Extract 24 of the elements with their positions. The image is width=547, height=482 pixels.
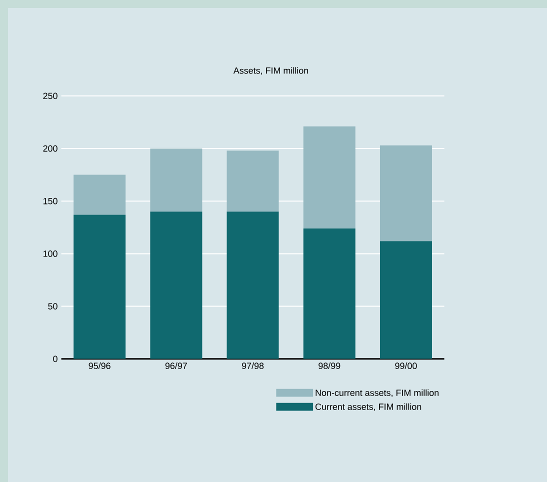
x-tick-label: 95/96 xyxy=(88,362,110,370)
y-tick-label: 150 xyxy=(43,198,58,204)
x-tick-label: 99/00 xyxy=(395,362,417,370)
bar xyxy=(303,126,356,228)
bar xyxy=(226,212,279,359)
x-tick-label: 98/99 xyxy=(318,362,340,370)
y-tick-label: 250 xyxy=(43,92,58,100)
bar xyxy=(74,214,126,359)
legend-label: Current assets, FIM million xyxy=(315,403,422,411)
bar xyxy=(150,148,202,212)
legend-label: Non-current assets, FIM million xyxy=(316,389,439,398)
x-tick-label: 97/98 xyxy=(242,362,264,370)
bar xyxy=(150,212,202,359)
bar xyxy=(226,150,279,212)
chart-title: Assets, FIM million xyxy=(233,67,308,75)
y-tick-label: 0 xyxy=(53,356,58,362)
y-tick-label: 100 xyxy=(43,250,58,257)
bar xyxy=(74,174,126,215)
y-tick-label: 50 xyxy=(48,303,58,310)
x-tick-label: 96/97 xyxy=(165,362,187,370)
y-tick-label: 200 xyxy=(43,145,58,152)
bar xyxy=(380,241,432,359)
bar xyxy=(303,228,356,359)
bar xyxy=(380,145,432,242)
